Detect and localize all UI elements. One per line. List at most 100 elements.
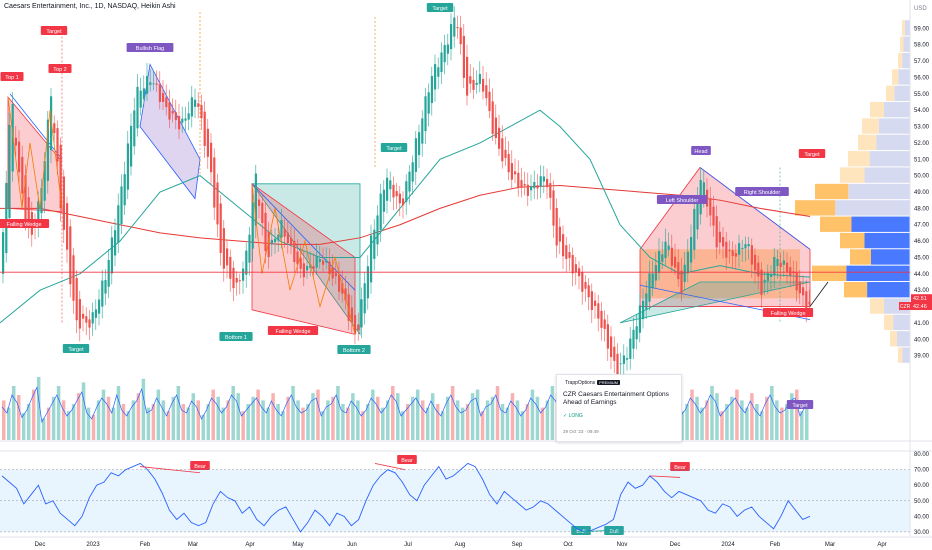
volume-bar xyxy=(525,404,530,440)
candle-body xyxy=(270,239,273,245)
candle-body xyxy=(59,144,62,209)
volume-bar xyxy=(121,404,126,440)
volume-profile-bar-up xyxy=(840,232,865,249)
current-price-box-2 xyxy=(911,302,932,311)
candle-body xyxy=(722,237,725,247)
volume-bar xyxy=(316,389,320,440)
volume-bar xyxy=(435,404,440,440)
candle-body xyxy=(747,244,750,247)
volume-bar xyxy=(680,411,684,440)
candle-body xyxy=(488,91,491,112)
candle-body xyxy=(520,180,523,188)
candle-body xyxy=(376,215,379,245)
volume-profile-bar xyxy=(867,282,910,298)
volume-profile-bar xyxy=(893,314,910,331)
candle-body xyxy=(389,180,392,190)
candle-body xyxy=(658,250,661,273)
volume-profile-bar-up xyxy=(844,282,868,298)
volume-profile-bar xyxy=(864,232,910,249)
candle-body xyxy=(670,247,673,266)
candle-body xyxy=(424,96,427,132)
candle-body xyxy=(501,138,504,162)
volume-bar xyxy=(346,407,350,440)
candle-body xyxy=(37,201,40,226)
volume-bar xyxy=(770,386,774,440)
volume-bar xyxy=(530,389,535,440)
target-zone-2 xyxy=(251,183,361,336)
candle-body xyxy=(418,132,421,156)
candle-body xyxy=(498,127,501,149)
candle-body xyxy=(718,231,721,243)
candle-body xyxy=(536,185,539,189)
candle-body xyxy=(766,272,769,282)
zigzag-line xyxy=(7,97,63,209)
candle-body xyxy=(574,264,577,273)
pattern-label-box xyxy=(0,72,24,81)
pattern-label: Left Shoulder xyxy=(666,198,699,204)
volume-bar xyxy=(351,393,355,440)
volume-profile-bar-up xyxy=(892,69,899,85)
volume-bar xyxy=(61,400,66,440)
idea-title[interactable]: CZR Caesars Entertainment Options Ahead … xyxy=(563,391,669,406)
pattern-label: Target xyxy=(68,347,84,353)
candle-body xyxy=(75,278,78,321)
candle-body xyxy=(757,262,760,277)
volume-profile-bar xyxy=(904,20,910,36)
candle-body xyxy=(302,263,305,278)
candle-body xyxy=(222,228,225,269)
candle-body xyxy=(344,288,347,301)
bullish-flag xyxy=(139,63,201,200)
candle-body xyxy=(581,272,584,292)
candle-body xyxy=(632,329,635,349)
volume-profile-bar-up xyxy=(884,314,894,331)
candle-body xyxy=(565,245,568,259)
price-tick-label: 56.00 xyxy=(914,75,930,81)
candle-body xyxy=(238,280,241,282)
candle-body xyxy=(402,198,405,206)
volume-bar xyxy=(21,413,26,440)
idea-card[interactable]: TrappOptions PREMIUM CZR Caesars Entertai… xyxy=(556,374,682,442)
candle-body xyxy=(155,83,158,85)
candle-body xyxy=(738,243,741,255)
volume-profile-bar xyxy=(846,265,910,281)
price-tick-label: 43.00 xyxy=(914,288,930,294)
candle-body xyxy=(770,273,773,277)
candle-body xyxy=(206,128,209,157)
pattern-label: Bear xyxy=(674,465,686,471)
candle-body xyxy=(197,103,200,107)
x-tick-label: Nov xyxy=(617,542,628,548)
pattern-label-box xyxy=(337,345,371,354)
candle-body xyxy=(50,96,53,151)
candle-body xyxy=(773,256,776,276)
candle-body xyxy=(69,226,72,285)
candle-body xyxy=(274,238,277,243)
candle-body xyxy=(66,203,69,250)
candle-body xyxy=(600,310,603,328)
rsi-tick-label: 30.00 xyxy=(914,530,930,536)
volume-bar xyxy=(450,386,455,440)
candle-body xyxy=(334,273,337,277)
volume-bar xyxy=(396,393,400,440)
volume-profile-bar-up xyxy=(795,200,836,216)
candle-body xyxy=(72,255,75,301)
pattern-label-box xyxy=(691,146,711,155)
candle-body xyxy=(267,231,270,258)
candle-body xyxy=(530,186,533,191)
candle-body xyxy=(56,128,59,162)
volume-bar xyxy=(735,389,739,440)
volume-bar xyxy=(391,386,395,440)
volume-bar xyxy=(261,400,265,440)
candle-body xyxy=(21,156,24,194)
candle-body xyxy=(734,253,737,257)
volume-bar xyxy=(331,396,335,440)
pattern-label: Target xyxy=(386,146,402,152)
pattern-label-box xyxy=(798,149,826,158)
volume-bar xyxy=(750,393,754,440)
current-price-label-2: 42.46 xyxy=(913,304,927,310)
rsi-divergence-line xyxy=(139,466,201,474)
candle-body xyxy=(152,83,155,85)
candle-body xyxy=(123,174,126,206)
volume-profile-bar-up xyxy=(820,216,852,232)
